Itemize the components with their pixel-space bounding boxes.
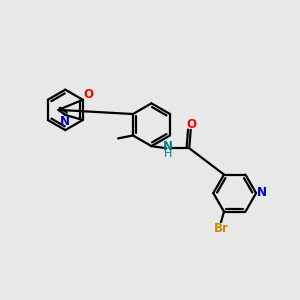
Text: N: N [60,115,70,128]
Text: H: H [164,149,172,159]
Text: O: O [83,88,93,101]
Text: N: N [163,140,173,153]
Text: O: O [186,118,196,131]
Text: N: N [256,186,266,199]
Text: Br: Br [214,222,229,235]
